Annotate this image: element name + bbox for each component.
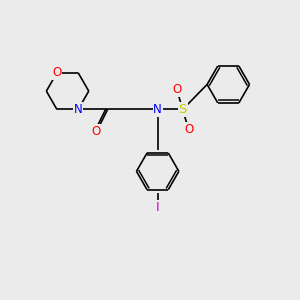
Text: I: I [156,201,160,214]
Text: N: N [74,103,82,116]
Text: O: O [184,123,193,136]
Text: O: O [91,125,101,138]
Text: N: N [153,103,162,116]
Text: S: S [178,103,187,116]
Text: O: O [52,66,62,79]
Text: O: O [172,83,182,96]
